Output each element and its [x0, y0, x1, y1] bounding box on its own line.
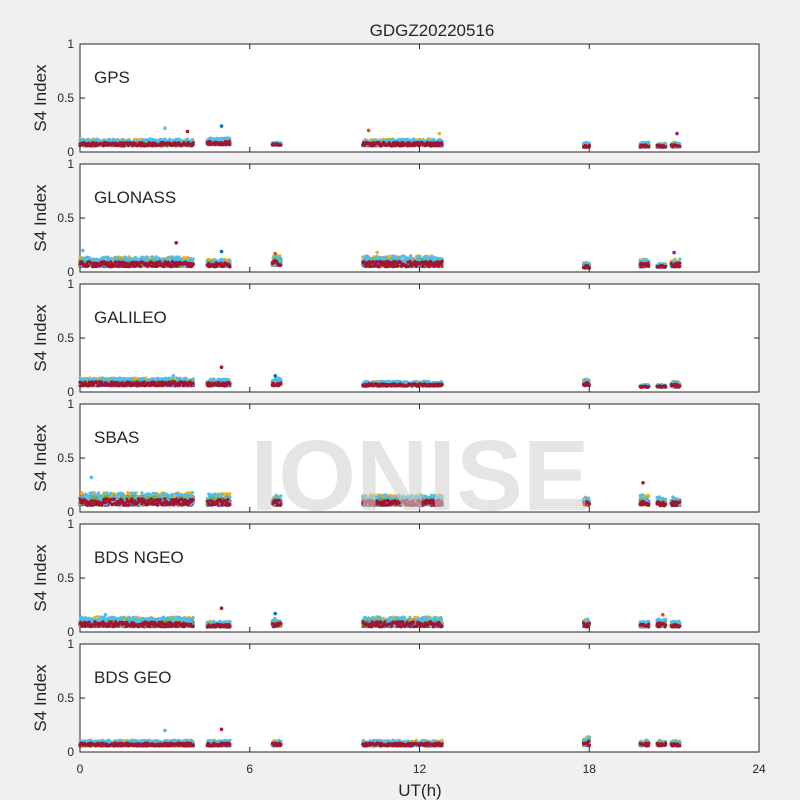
- data-point: [191, 257, 195, 261]
- panel-label: GPS: [94, 68, 130, 87]
- data-point: [426, 137, 430, 141]
- data-point: [219, 124, 224, 128]
- data-point: [371, 260, 375, 264]
- data-point: [647, 263, 651, 267]
- data-point: [372, 138, 376, 142]
- data-point: [418, 254, 422, 259]
- data-point: [115, 256, 119, 260]
- data-point: [160, 257, 164, 261]
- data-point: [163, 126, 167, 130]
- data-point: [366, 128, 371, 133]
- data-point: [409, 254, 413, 258]
- data-point: [678, 145, 682, 149]
- data-point: [440, 142, 444, 146]
- data-point: [125, 261, 129, 265]
- data-point: [185, 255, 190, 260]
- plot-area: [79, 43, 760, 153]
- data-point: [279, 143, 283, 147]
- data-point: [279, 263, 283, 267]
- data-point: [119, 257, 123, 261]
- data-point: [647, 145, 651, 149]
- data-point: [395, 255, 399, 260]
- data-point: [82, 138, 86, 142]
- data-point: [587, 143, 591, 148]
- data-point: [396, 264, 400, 268]
- data-points: [78, 124, 682, 149]
- data-point: [78, 138, 82, 142]
- data-point: [108, 138, 112, 142]
- data-point: [228, 142, 232, 146]
- data-point: [408, 259, 412, 264]
- data-point: [154, 255, 158, 259]
- data-point: [146, 255, 150, 259]
- data-point: [664, 145, 668, 149]
- chart-title: GDGZ20220516: [370, 21, 495, 40]
- data-point: [163, 138, 167, 142]
- data-point: [647, 140, 651, 144]
- data-point: [101, 256, 106, 260]
- data-point: [133, 255, 138, 260]
- data-point: [221, 258, 225, 262]
- data-point: [86, 264, 91, 268]
- data-point: [367, 255, 371, 259]
- data-point: [121, 137, 125, 142]
- data-point: [675, 131, 679, 136]
- data-point: [191, 263, 195, 267]
- data-point: [188, 256, 192, 260]
- y-axis-label: S4 Index: [31, 64, 50, 132]
- data-point: [185, 129, 190, 134]
- data-point: [374, 254, 379, 259]
- data-point: [157, 256, 161, 260]
- data-point: [437, 131, 442, 136]
- data-point: [191, 141, 195, 145]
- data-point: [277, 256, 281, 260]
- data-point: [440, 259, 444, 263]
- y-tick-label: 1: [67, 37, 74, 51]
- data-point: [124, 255, 128, 259]
- data-point: [138, 265, 143, 269]
- data-point: [664, 264, 668, 269]
- data-point: [166, 256, 170, 260]
- data-point: [586, 261, 591, 265]
- data-point: [228, 264, 232, 268]
- y-tick-label: 0.5: [57, 91, 74, 105]
- data-point: [391, 254, 395, 258]
- data-point: [219, 261, 223, 265]
- data-point: [384, 265, 389, 269]
- data-point: [228, 259, 232, 263]
